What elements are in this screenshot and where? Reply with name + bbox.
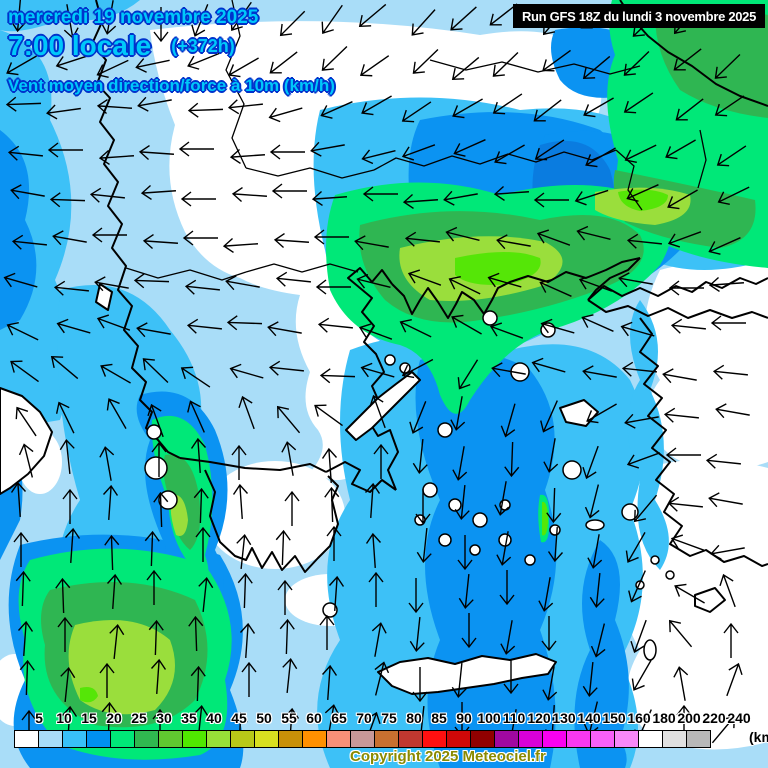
legend-value: 110	[502, 710, 526, 726]
legend-value: 220	[702, 710, 726, 726]
legend-box	[614, 730, 639, 748]
legend-value: 120	[527, 710, 551, 726]
copyright-label: Copyright 2025 Meteociel.fr	[350, 748, 546, 765]
legend-box	[446, 730, 471, 748]
legend-value: 140	[577, 710, 601, 726]
legend-box	[206, 730, 231, 748]
run-info-box: Run GFS 18Z du lundi 3 novembre 2025	[513, 4, 765, 28]
legend-box	[230, 730, 255, 748]
legend-box	[518, 730, 543, 748]
forecast-date: mercredi 19 novembre 2025	[8, 7, 259, 28]
legend-box	[566, 730, 591, 748]
legend-value: 85	[431, 710, 447, 726]
legend-value: 15	[81, 710, 97, 726]
forecast-time-row: 7:00 locale (+372h)	[8, 29, 335, 67]
legend-box	[302, 730, 327, 748]
legend-box	[470, 730, 495, 748]
legend-value: 80	[406, 710, 422, 726]
legend-box	[110, 730, 135, 748]
legend-value: 45	[231, 710, 247, 726]
legend-box	[254, 730, 279, 748]
legend-value: 180	[652, 710, 676, 726]
legend-box	[494, 730, 519, 748]
legend-box	[422, 730, 447, 748]
legend-value: 200	[677, 710, 701, 726]
legend-box	[590, 730, 615, 748]
legend-box	[542, 730, 567, 748]
legend-box	[86, 730, 111, 748]
legend-value: 60	[306, 710, 322, 726]
legend-value: 100	[477, 710, 501, 726]
forecast-hour-offset: (+372h)	[171, 36, 235, 56]
legend-box	[158, 730, 183, 748]
legend-unit-label: (km/h)	[749, 729, 768, 745]
legend-value: 150	[602, 710, 626, 726]
legend-value: 90	[456, 710, 472, 726]
legend-value: 70	[356, 710, 372, 726]
legend-box	[278, 730, 303, 748]
legend-value: 10	[56, 710, 72, 726]
legend-box	[182, 730, 207, 748]
legend-bar	[14, 730, 711, 748]
forecast-header: mercredi 19 novembre 2025 7:00 locale (+3…	[8, 6, 335, 96]
legend-box	[662, 730, 687, 748]
legend-box	[326, 730, 351, 748]
map-variable-label: Vent moyen direction/force à 10m (km/h)	[8, 76, 335, 95]
legend-value: 25	[131, 710, 147, 726]
legend-value: 130	[552, 710, 576, 726]
legend-value: 50	[256, 710, 272, 726]
legend-box	[134, 730, 159, 748]
legend-value: 65	[331, 710, 347, 726]
legend-box	[398, 730, 423, 748]
legend-value: 30	[156, 710, 172, 726]
legend-box	[686, 730, 711, 748]
legend-value: 40	[206, 710, 222, 726]
legend-box	[14, 730, 39, 748]
legend-value: 5	[35, 710, 43, 726]
legend-value: 160	[627, 710, 651, 726]
legend-value: 35	[181, 710, 197, 726]
legend-value: 75	[381, 710, 397, 726]
legend-value: 20	[106, 710, 122, 726]
forecast-time: 7:00 locale	[8, 30, 152, 61]
legend-box	[350, 730, 375, 748]
run-info-label: Run GFS 18Z du lundi 3 novembre 2025	[521, 8, 757, 24]
legend-box	[374, 730, 399, 748]
legend-box	[38, 730, 63, 748]
legend-box	[638, 730, 663, 748]
legend-value: 55	[281, 710, 297, 726]
legend-value: 240	[727, 710, 751, 726]
legend-box	[62, 730, 87, 748]
